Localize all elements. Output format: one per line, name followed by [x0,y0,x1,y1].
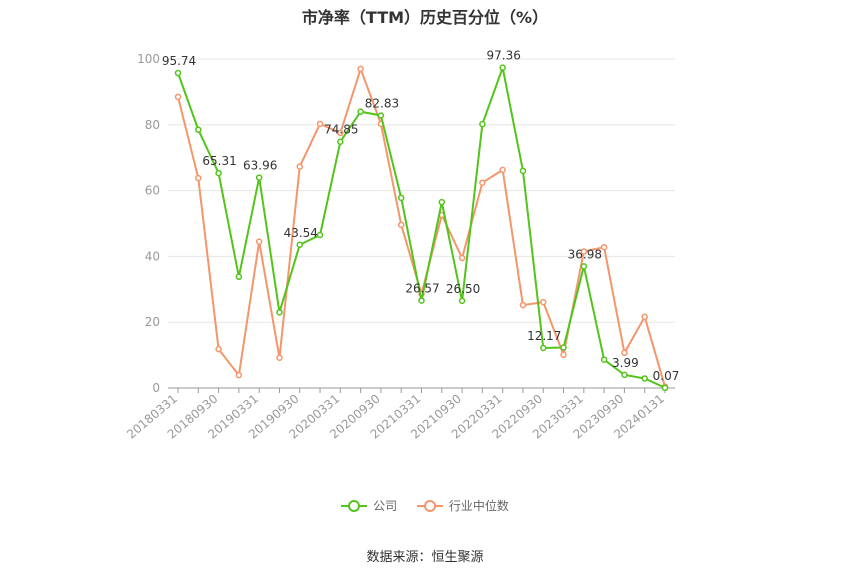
series-point-1 [316,120,324,128]
data-label: 12.17 [527,329,561,343]
chart-title: 市净率（TTM）历史百分位（%） [301,8,549,27]
data-label: 65.31 [202,154,236,168]
y-tick-label: 0 [152,381,160,395]
series-point-1 [255,238,263,245]
series-point-1 [499,166,506,174]
data-label: 36.98 [568,247,602,261]
series-point-0 [560,344,567,351]
series-point-1 [458,254,466,262]
data-label: 97.36 [486,49,520,63]
data-labels: 95.74 65.31 63.96 43.54 74.85 82.83 26.57 26.50… [162,49,680,383]
series-point-0 [316,231,324,239]
legend-label-company: 公司 [373,499,398,513]
series-point-1 [174,93,182,101]
series-point-0 [215,169,222,177]
series-point-0 [540,344,547,352]
series-line-1 [177,67,666,387]
series-point-0 [337,138,344,145]
y-tick-label: 60 [145,184,160,198]
y-tick-label: 100 [137,52,160,66]
data-label: 63.96 [243,159,277,173]
data-label: 26.50 [446,282,480,296]
series-point-1 [215,345,222,353]
data-label: 26.57 [405,282,439,296]
series-point-1 [296,163,303,170]
series-point-1 [540,298,547,306]
series-point-1 [337,129,344,137]
series-point-0 [418,297,425,304]
y-tick-label: 80 [145,118,160,132]
series-point-0 [458,297,466,305]
series-point-0 [296,241,303,249]
source-note: 数据来源：恒生聚源 [366,550,484,565]
series-point-0 [499,64,506,71]
legend-swatch-industry-median [416,499,443,512]
series-point-0 [519,167,527,175]
series-point-0 [438,198,446,206]
data-label: 43.54 [284,226,318,240]
series-point-0 [479,120,486,128]
series-point-1 [560,351,567,359]
legend-swatch-company [341,499,368,512]
series-point-0 [174,69,182,77]
series-point-1 [621,349,628,357]
series-point-0 [661,384,669,392]
y-tick-label: 40 [145,249,160,263]
series-point-0 [276,309,283,316]
legend-label-industry-median: 行业中位数 [448,499,509,513]
series-point-0 [641,375,648,382]
series-point-0 [255,174,263,181]
grid-lines [168,58,675,323]
series-point-1 [580,248,588,255]
series-point-1 [195,174,202,182]
series-line-0 [177,66,666,389]
series-point-0 [357,108,364,115]
series-point-1 [235,371,243,379]
series-layer [174,64,669,392]
data-label: 82.83 [365,96,399,110]
legend: 公司 行业中位数 [0,497,850,515]
series-point-1 [357,65,364,73]
series-point-1 [519,301,527,309]
data-label: 95.74 [162,54,196,68]
series-point-0 [621,371,628,379]
series-point-1 [276,354,283,361]
series-point-1 [600,243,608,251]
legend-item-company[interactable]: 公司 [341,497,397,514]
legend-item-industry-median[interactable]: 行业中位数 [416,497,509,514]
series-point-1 [397,221,405,229]
series-point-0 [397,194,405,202]
data-label: 3.99 [612,356,639,370]
series-point-1 [479,179,486,186]
series-point-0 [600,356,608,363]
series-point-1 [641,313,648,321]
series-point-0 [580,263,588,270]
data-label: 0.07 [653,369,680,383]
series-point-0 [235,273,243,281]
series-point-0 [377,112,385,119]
y-tick-label: 20 [145,315,160,329]
data-label: 74.85 [324,123,358,137]
series-point-0 [195,126,202,133]
